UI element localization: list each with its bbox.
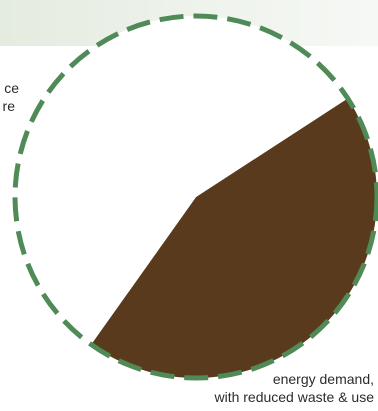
pie-slice-energy-demand [91, 98, 378, 379]
left-label-fragment-1: ce [4, 80, 19, 96]
pie-slice-unfilled [15, 16, 348, 345]
slice-label-line-2: with reduced waste & use [214, 389, 374, 405]
slice-label-line-1: energy demand, [272, 371, 374, 387]
pie-dashed-outline [12, 13, 378, 381]
left-label-fragment-2: re [2, 98, 15, 114]
